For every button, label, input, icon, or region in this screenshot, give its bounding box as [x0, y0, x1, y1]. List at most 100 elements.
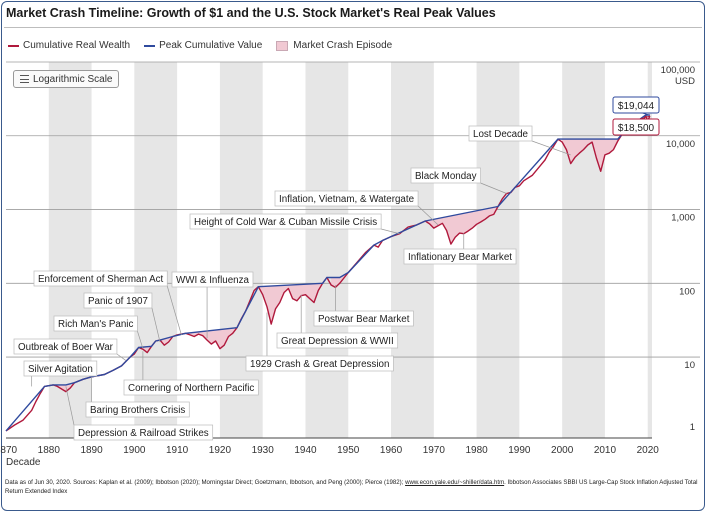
- annotation-callout: 1929 Crash & Great Depression: [245, 312, 394, 372]
- annotation-box: [171, 271, 254, 288]
- annotation-leader: [531, 140, 571, 156]
- annotation-label: Outbreak of Boer War: [18, 342, 114, 353]
- annotation-box: [274, 190, 419, 207]
- legend-label-wealth: Cumulative Real Wealth: [23, 40, 131, 51]
- title-divider: [4, 27, 702, 28]
- y-tick-label: 100: [679, 286, 695, 297]
- crash-episode: [562, 139, 618, 172]
- source-note-text-end: . Ibbotson Associates SBBI US Large-Cap …: [5, 479, 698, 495]
- annotation-box: [410, 167, 481, 184]
- y-tick-label: 1,000: [671, 213, 695, 224]
- x-tick-label: 1980: [465, 445, 488, 456]
- end-value-callout: $18,500: [612, 115, 660, 136]
- end-label-value: $19,044: [618, 101, 655, 112]
- annotation-label: Lost Decade: [473, 129, 529, 140]
- annotation-label: WWI & Influenza: [176, 275, 250, 286]
- annotation-box: [53, 315, 138, 332]
- decade-band: [48, 62, 92, 438]
- x-tick-label: 1930: [252, 445, 275, 456]
- legend-label-crash: Market Crash Episode: [293, 40, 393, 51]
- annotation-callout: Great Depression & WWII: [276, 294, 399, 349]
- x-tick-label: 1950: [337, 445, 360, 456]
- annotation-label: Enforcement of Sherman Act: [38, 274, 164, 285]
- legend-item-wealth: Cumulative Real Wealth: [8, 40, 130, 51]
- x-tick-label: 1970: [423, 445, 446, 456]
- annotation-box: [468, 125, 533, 142]
- crash-episode: [185, 327, 237, 349]
- annotation-callout: Silver Agitation: [23, 360, 98, 387]
- x-tick-label: 2010: [594, 445, 617, 456]
- decade-band: [305, 62, 349, 438]
- y-tick-label: 1: [690, 422, 695, 433]
- y-tick-label: 100,000: [661, 65, 695, 76]
- annotation-callout: Lost Decade: [468, 125, 571, 156]
- annotation-label: Inflation, Vietnam, & Watergate: [279, 194, 415, 205]
- annotation-label: Panic of 1907: [88, 296, 148, 307]
- annotation-label: Rich Man's Panic: [58, 319, 133, 330]
- annotation-box: [13, 338, 118, 355]
- x-tick-label: 1880: [38, 445, 61, 456]
- annotation-callout: Outbreak of Boer War: [13, 338, 126, 361]
- legend-swatch-crash: [276, 40, 289, 51]
- annotation-callout: Inflation, Vietnam, & Watergate: [274, 190, 439, 226]
- annotation-label: Height of Cold War & Cuban Missile Crisi…: [194, 217, 377, 228]
- legend-swatch-wealth: [8, 44, 19, 47]
- y-tick-label: 10: [684, 360, 695, 371]
- x-tick-label: 1940: [294, 445, 317, 456]
- end-label-box: [612, 118, 660, 136]
- annotation-box: [85, 401, 190, 418]
- annotation-leader: [137, 330, 144, 349]
- annotation-callout: Depression & Railroad Strikes: [65, 386, 214, 441]
- annotation-box: [73, 424, 214, 441]
- annotation-leader: [151, 307, 161, 343]
- annotation-callout: WWI & Influenza: [171, 271, 254, 339]
- annotation-callout: Enforcement of Sherman Act: [33, 270, 182, 335]
- annotation-leader: [116, 353, 126, 361]
- annotation-callout: Black Monday: [410, 167, 507, 194]
- x-tick-label: 1900: [123, 445, 146, 456]
- chart-title: Market Crash Timeline: Growth of $1 and …: [6, 6, 496, 20]
- cumulative-real-wealth-line: [5, 114, 651, 432]
- legend-item-crash: Market Crash Episode: [276, 40, 392, 51]
- annotation-box: [33, 270, 168, 287]
- annotation-label: Black Monday: [415, 171, 477, 182]
- decade-band: [219, 62, 263, 438]
- annotation-box: [23, 360, 98, 377]
- source-link[interactable]: www.econ.yale.edu/~shiller/data.htm: [405, 479, 505, 486]
- annotation-callout: Rich Man's Panic: [53, 315, 144, 349]
- annotation-label: Baring Brothers Crisis: [90, 405, 185, 416]
- annotation-callout: Postwar Bear Market: [313, 284, 414, 327]
- crash-episode: [331, 272, 349, 288]
- end-value-callout: $19,044: [612, 96, 660, 116]
- annotation-box: [189, 213, 382, 230]
- annotation-box: [245, 355, 394, 372]
- annotation-box: [276, 332, 399, 349]
- annotation-callout: Inflationary Bear Market: [403, 233, 517, 265]
- x-tick-label: 2000: [551, 445, 574, 456]
- source-note-text: Data as of Jun 30, 2020. Sources: Kaplan…: [5, 479, 406, 486]
- x-tick-label: 2020: [637, 445, 660, 456]
- logarithmic-scale-toggle[interactable]: Logarithmic Scale: [13, 70, 120, 88]
- annotation-leader: [166, 285, 182, 335]
- y-axis-unit: USD: [675, 76, 695, 87]
- annotation-leader: [417, 205, 439, 226]
- x-tick-label: 1920: [209, 445, 232, 456]
- x-tick-label: 1990: [508, 445, 531, 456]
- annotation-callout: Height of Cold War & Cuban Missile Crisi…: [189, 213, 400, 235]
- x-tick-label: 1960: [380, 445, 403, 456]
- decade-band: [562, 62, 605, 438]
- annotation-callout: Cornering of Northern Pacific: [123, 351, 259, 396]
- legend-item-peak: Peak Cumulative Value: [144, 40, 262, 51]
- menu-icon: [20, 75, 29, 83]
- x-tick-label: 1890: [80, 445, 103, 456]
- crash-episode: [425, 206, 498, 245]
- annotation-leader: [65, 386, 75, 426]
- source-note: Data as of Jun 30, 2020. Sources: Kaplan…: [5, 478, 700, 496]
- end-label-value: $18,500: [618, 123, 655, 134]
- annotation-label: Depression & Railroad Strikes: [78, 428, 209, 439]
- decade-band: [134, 62, 178, 438]
- annotation-box: [123, 379, 259, 396]
- annotation-label: Inflationary Bear Market: [408, 252, 512, 263]
